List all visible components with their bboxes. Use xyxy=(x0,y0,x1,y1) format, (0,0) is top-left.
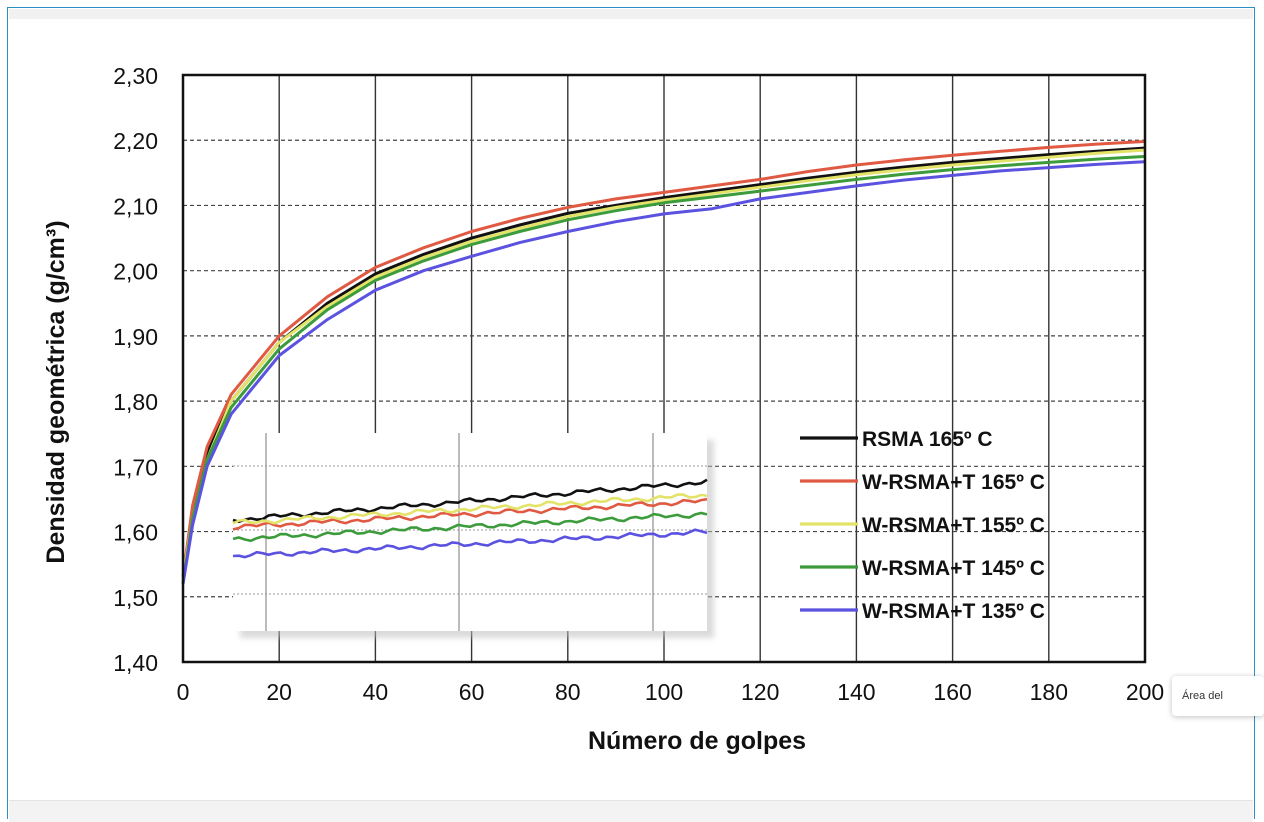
figure-frame xyxy=(7,7,1255,819)
y-tick-label: 2,10 xyxy=(113,193,158,219)
x-axis-label: Número de golpes xyxy=(588,727,806,755)
series-line xyxy=(181,155,1146,584)
x-tick-label: 140 xyxy=(837,679,875,705)
y-axis-label: Densidad geométrica (g/cm³) xyxy=(42,220,70,563)
inset-series-line xyxy=(232,511,708,543)
inset-panel xyxy=(233,433,707,631)
y-tick-label: 2,20 xyxy=(113,128,158,154)
y-tick-label: 1,90 xyxy=(113,324,158,350)
inset-series-line xyxy=(232,493,708,525)
inset-series-line xyxy=(232,497,708,531)
y-tick-label: 2,30 xyxy=(113,63,158,89)
x-tick-label: 100 xyxy=(645,679,683,705)
inset-series-line xyxy=(232,528,708,559)
legend-label: W-RSMA+T 165º C xyxy=(862,471,1045,494)
legend-label: W-RSMA+T 135º C xyxy=(862,600,1045,623)
x-tick-label: 0 xyxy=(177,679,190,705)
x-tick-label: 180 xyxy=(1030,679,1068,705)
legend-label: RSMA 165º C xyxy=(862,428,993,451)
x-tick-label: 80 xyxy=(555,679,581,705)
top-bar xyxy=(9,9,1253,19)
legend-label: W-RSMA+T 155º C xyxy=(862,514,1045,537)
x-tick-label: 60 xyxy=(459,679,485,705)
y-tick-label: 2,00 xyxy=(113,259,158,285)
x-tick-label: 160 xyxy=(933,679,971,705)
y-tick-label: 1,80 xyxy=(113,389,158,415)
series-group xyxy=(181,140,1146,584)
tooltip: Área del xyxy=(1172,676,1264,716)
x-tick-label: 20 xyxy=(266,679,292,705)
y-tick-label: 1,70 xyxy=(113,454,158,480)
bottom-bar xyxy=(9,800,1253,822)
y-tick-label: 1,60 xyxy=(113,520,158,546)
legend: RSMA 165º C W-RSMA+T 165º C W-RSMA+T 155º … xyxy=(800,428,1045,623)
series-line xyxy=(181,160,1146,584)
y-tick-label: 1,40 xyxy=(113,650,158,676)
inset-series-line xyxy=(232,478,708,524)
y-tick-label: 1,50 xyxy=(113,585,158,611)
plot-frame xyxy=(181,73,1147,664)
x-tick-label: 120 xyxy=(741,679,779,705)
zoom-inset xyxy=(232,433,714,638)
series-line xyxy=(181,140,1146,578)
series-line xyxy=(181,148,1146,578)
x-tick-label: 200 xyxy=(1126,679,1164,705)
legend-label: W-RSMA+T 145º C xyxy=(862,557,1045,580)
x-tick-label: 40 xyxy=(363,679,389,705)
axes: 0 20 40 60 80 100 120 140 160 180 200 1,40 1,50 1,60 1… xyxy=(113,63,1164,705)
